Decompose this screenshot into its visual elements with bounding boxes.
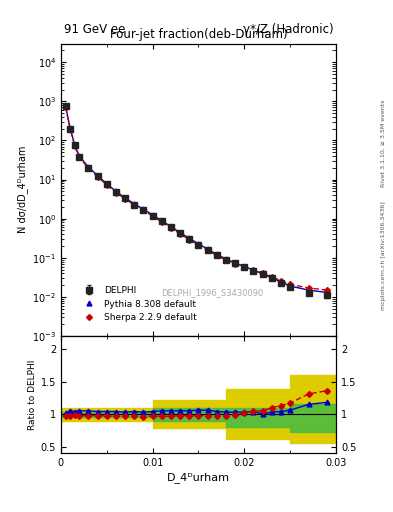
Sherpa 2.2.9 default <box>114 189 118 196</box>
Sherpa 2.2.9 default <box>251 267 256 273</box>
Pythia 8.308 default <box>86 164 91 170</box>
Sherpa 2.2.9 default <box>132 202 137 208</box>
Sherpa 2.2.9 default <box>205 247 210 253</box>
Sherpa 2.2.9 default <box>123 196 127 202</box>
Pythia 8.308 default <box>160 218 164 224</box>
Sherpa 2.2.9 default <box>150 213 155 219</box>
Sherpa 2.2.9 default <box>160 219 164 225</box>
Pythia 8.308 default <box>141 206 146 212</box>
Sherpa 2.2.9 default <box>105 182 109 188</box>
Pythia 8.308 default <box>325 289 329 295</box>
Y-axis label: Ratio to DELPHI: Ratio to DELPHI <box>28 359 37 430</box>
Sherpa 2.2.9 default <box>187 237 192 243</box>
Pythia 8.308 default <box>224 256 228 262</box>
Sherpa 2.2.9 default <box>215 252 219 259</box>
Pythia 8.308 default <box>196 241 201 247</box>
Pythia 8.308 default <box>279 279 283 285</box>
Sherpa 2.2.9 default <box>279 278 283 284</box>
Sherpa 2.2.9 default <box>260 270 265 276</box>
Text: DELPHI_1996_S3430090: DELPHI_1996_S3430090 <box>161 288 263 297</box>
Pythia 8.308 default <box>95 173 100 179</box>
Y-axis label: N dσ/dD_4ᴰurham: N dσ/dD_4ᴰurham <box>17 146 28 233</box>
Sherpa 2.2.9 default <box>77 154 82 160</box>
Sherpa 2.2.9 default <box>169 225 173 231</box>
Line: Pythia 8.308 default: Pythia 8.308 default <box>63 103 329 295</box>
Sherpa 2.2.9 default <box>196 242 201 248</box>
Sherpa 2.2.9 default <box>224 257 228 263</box>
Sherpa 2.2.9 default <box>178 231 182 237</box>
Text: γ*/Z (Hadronic): γ*/Z (Hadronic) <box>242 23 333 36</box>
Sherpa 2.2.9 default <box>141 207 146 214</box>
Pythia 8.308 default <box>72 142 77 148</box>
X-axis label: D_4ᴰurham: D_4ᴰurham <box>167 472 230 483</box>
Sherpa 2.2.9 default <box>68 126 72 132</box>
Pythia 8.308 default <box>68 125 72 131</box>
Pythia 8.308 default <box>270 274 274 281</box>
Sherpa 2.2.9 default <box>63 103 68 110</box>
Sherpa 2.2.9 default <box>72 142 77 148</box>
Pythia 8.308 default <box>306 287 311 293</box>
Pythia 8.308 default <box>77 153 82 159</box>
Legend: DELPHI, Pythia 8.308 default, Sherpa 2.2.9 default: DELPHI, Pythia 8.308 default, Sherpa 2.2… <box>73 283 201 326</box>
Text: mcplots.cern.ch [arXiv:1306.3436]: mcplots.cern.ch [arXiv:1306.3436] <box>381 202 386 310</box>
Pythia 8.308 default <box>169 223 173 229</box>
Pythia 8.308 default <box>242 264 247 270</box>
Pythia 8.308 default <box>288 283 292 289</box>
Pythia 8.308 default <box>215 251 219 258</box>
Pythia 8.308 default <box>233 260 237 266</box>
Pythia 8.308 default <box>132 201 137 207</box>
Pythia 8.308 default <box>114 188 118 195</box>
Sherpa 2.2.9 default <box>270 273 274 280</box>
Pythia 8.308 default <box>260 271 265 278</box>
Sherpa 2.2.9 default <box>95 174 100 180</box>
Text: Rivet 3.1.10, ≥ 3.5M events: Rivet 3.1.10, ≥ 3.5M events <box>381 100 386 187</box>
Pythia 8.308 default <box>123 195 127 201</box>
Sherpa 2.2.9 default <box>288 281 292 287</box>
Sherpa 2.2.9 default <box>325 287 329 293</box>
Pythia 8.308 default <box>150 212 155 218</box>
Pythia 8.308 default <box>105 181 109 187</box>
Pythia 8.308 default <box>178 229 182 236</box>
Pythia 8.308 default <box>187 235 192 241</box>
Pythia 8.308 default <box>205 246 210 252</box>
Sherpa 2.2.9 default <box>86 165 91 172</box>
Pythia 8.308 default <box>251 267 256 273</box>
Sherpa 2.2.9 default <box>242 264 247 270</box>
Sherpa 2.2.9 default <box>306 285 311 291</box>
Line: Sherpa 2.2.9 default: Sherpa 2.2.9 default <box>63 104 329 292</box>
Title: Four-jet fraction(deb-Durham): Four-jet fraction(deb-Durham) <box>110 28 287 41</box>
Pythia 8.308 default <box>63 103 68 109</box>
Text: 91 GeV ee: 91 GeV ee <box>64 23 125 36</box>
Sherpa 2.2.9 default <box>233 261 237 267</box>
